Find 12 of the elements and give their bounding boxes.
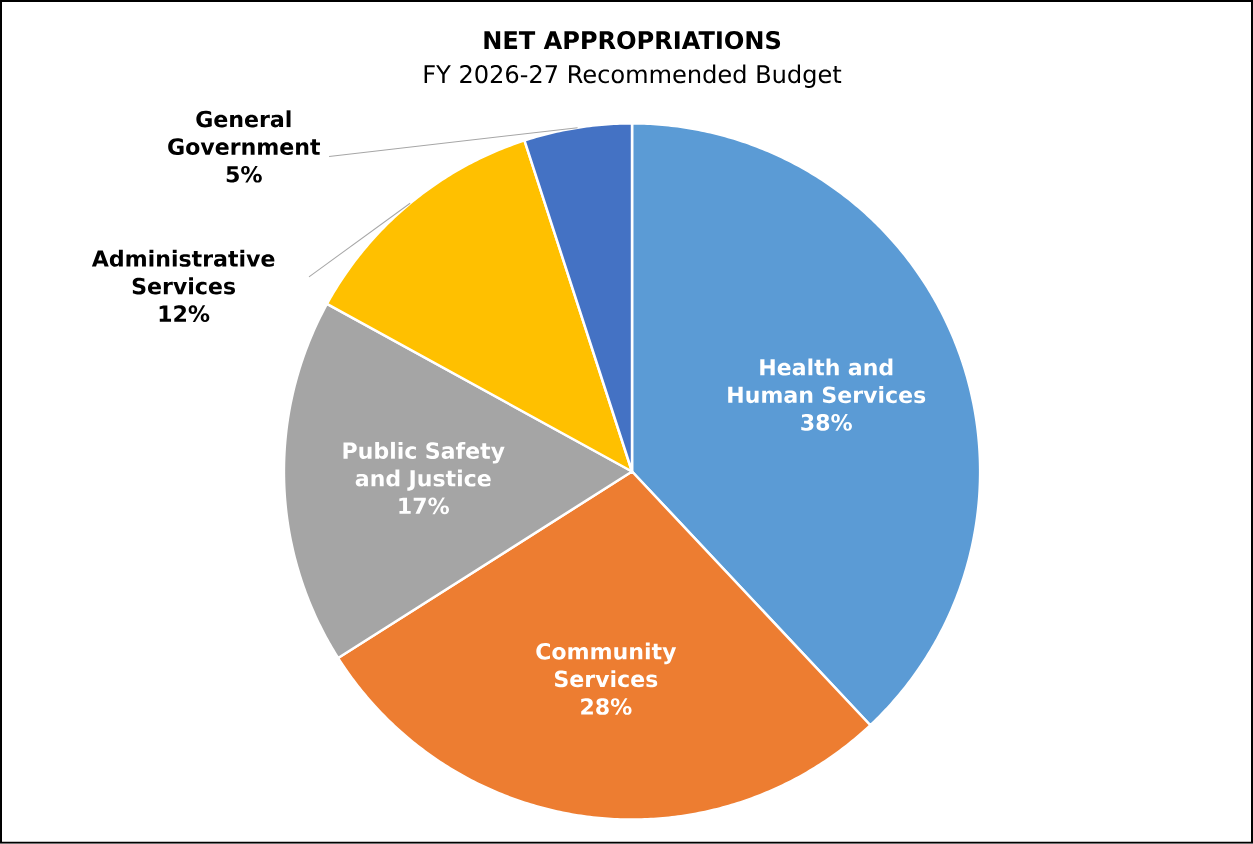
chart-subtitle: FY 2026-27 Recommended Budget <box>424 64 842 89</box>
slice-label: Administrative Services <box>91 249 275 295</box>
data-label: 5% <box>226 166 262 183</box>
data-label: 38% <box>801 414 852 431</box>
data-label: 28% <box>581 698 632 716</box>
slice-label: Community Services <box>536 642 677 688</box>
slice-label: General Government <box>168 110 321 156</box>
data-label: 12% <box>159 305 210 323</box>
slice-label: Health and Human Services <box>728 358 926 404</box>
slice-label: Public Safety and Justice <box>343 442 505 491</box>
chart-title: NET APPROPRIATIONS <box>484 31 781 50</box>
data-label: 17% <box>399 497 449 515</box>
